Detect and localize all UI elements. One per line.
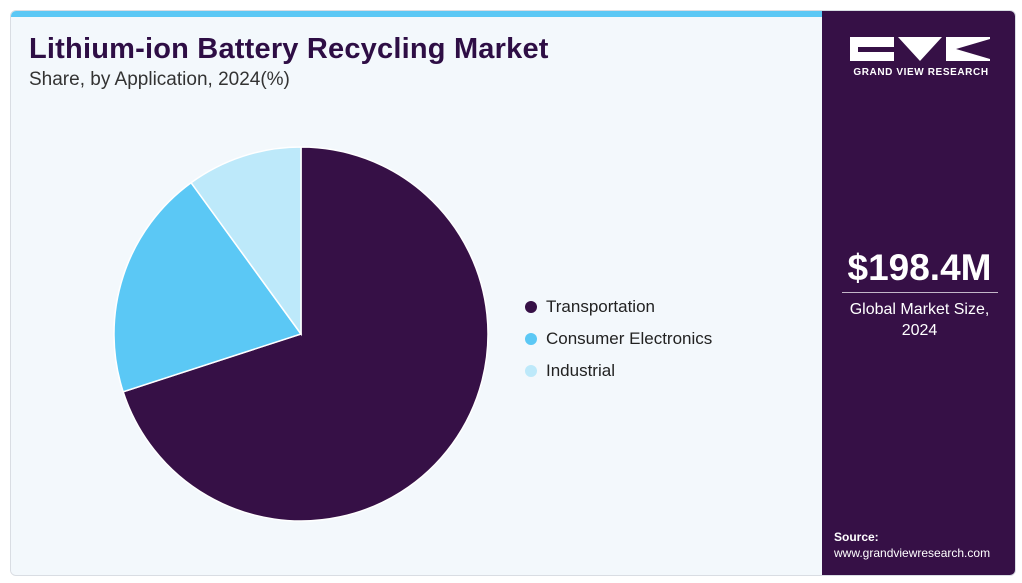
legend-label: Consumer Electronics: [546, 329, 713, 348]
info-sidebar: GRAND VIEW RESEARCH $198.4M Global Marke…: [822, 11, 1015, 575]
pie-slice-industrial: [190, 146, 302, 337]
market-size-value: $198.4M: [847, 247, 992, 288]
pie-chart: [113, 146, 489, 522]
chart-legend: Transportation Consumer Electronics Indust…: [525, 291, 712, 387]
legend-label: Industrial: [546, 361, 615, 380]
market-size-label: Global Market Size, 2024: [849, 301, 990, 339]
accent-bar: [11, 11, 822, 17]
logo-block-g: [850, 37, 894, 61]
chart-panel: Lithium-ion Battery Recycling Market Sha…: [11, 11, 822, 575]
grand-view-research-logo: GRAND VIEW RESEARCH: [850, 37, 992, 78]
legend-label: Transportation: [546, 297, 655, 316]
legend-item-consumer-electronics: Consumer Electronics: [525, 323, 712, 355]
legend-item-industrial: Industrial: [525, 355, 712, 387]
logo-mark: [850, 37, 992, 61]
pie-slice-transportation: [122, 146, 489, 522]
source-label: Source:: [834, 530, 879, 544]
legend-item-transportation: Transportation: [525, 291, 712, 323]
stat-divider: [842, 292, 998, 293]
logo-text: GRAND VIEW RESEARCH: [853, 67, 989, 78]
source-url[interactable]: www.grandviewresearch.com: [834, 546, 991, 560]
legend-swatch: [525, 333, 537, 345]
chart-subtitle: Share, by Application, 2024(%): [29, 69, 290, 90]
chart-card: Lithium-ion Battery Recycling Market Sha…: [10, 10, 1016, 576]
legend-swatch: [525, 301, 537, 313]
pie-slice-consumer-electronics: [113, 181, 303, 393]
chart-title: Lithium-ion Battery Recycling Market: [29, 33, 549, 65]
source-note: Source: www.grandviewresearch.com: [834, 529, 990, 561]
logo-block-r: [946, 37, 990, 61]
logo-block-v: [898, 37, 942, 61]
legend-swatch: [525, 365, 537, 377]
